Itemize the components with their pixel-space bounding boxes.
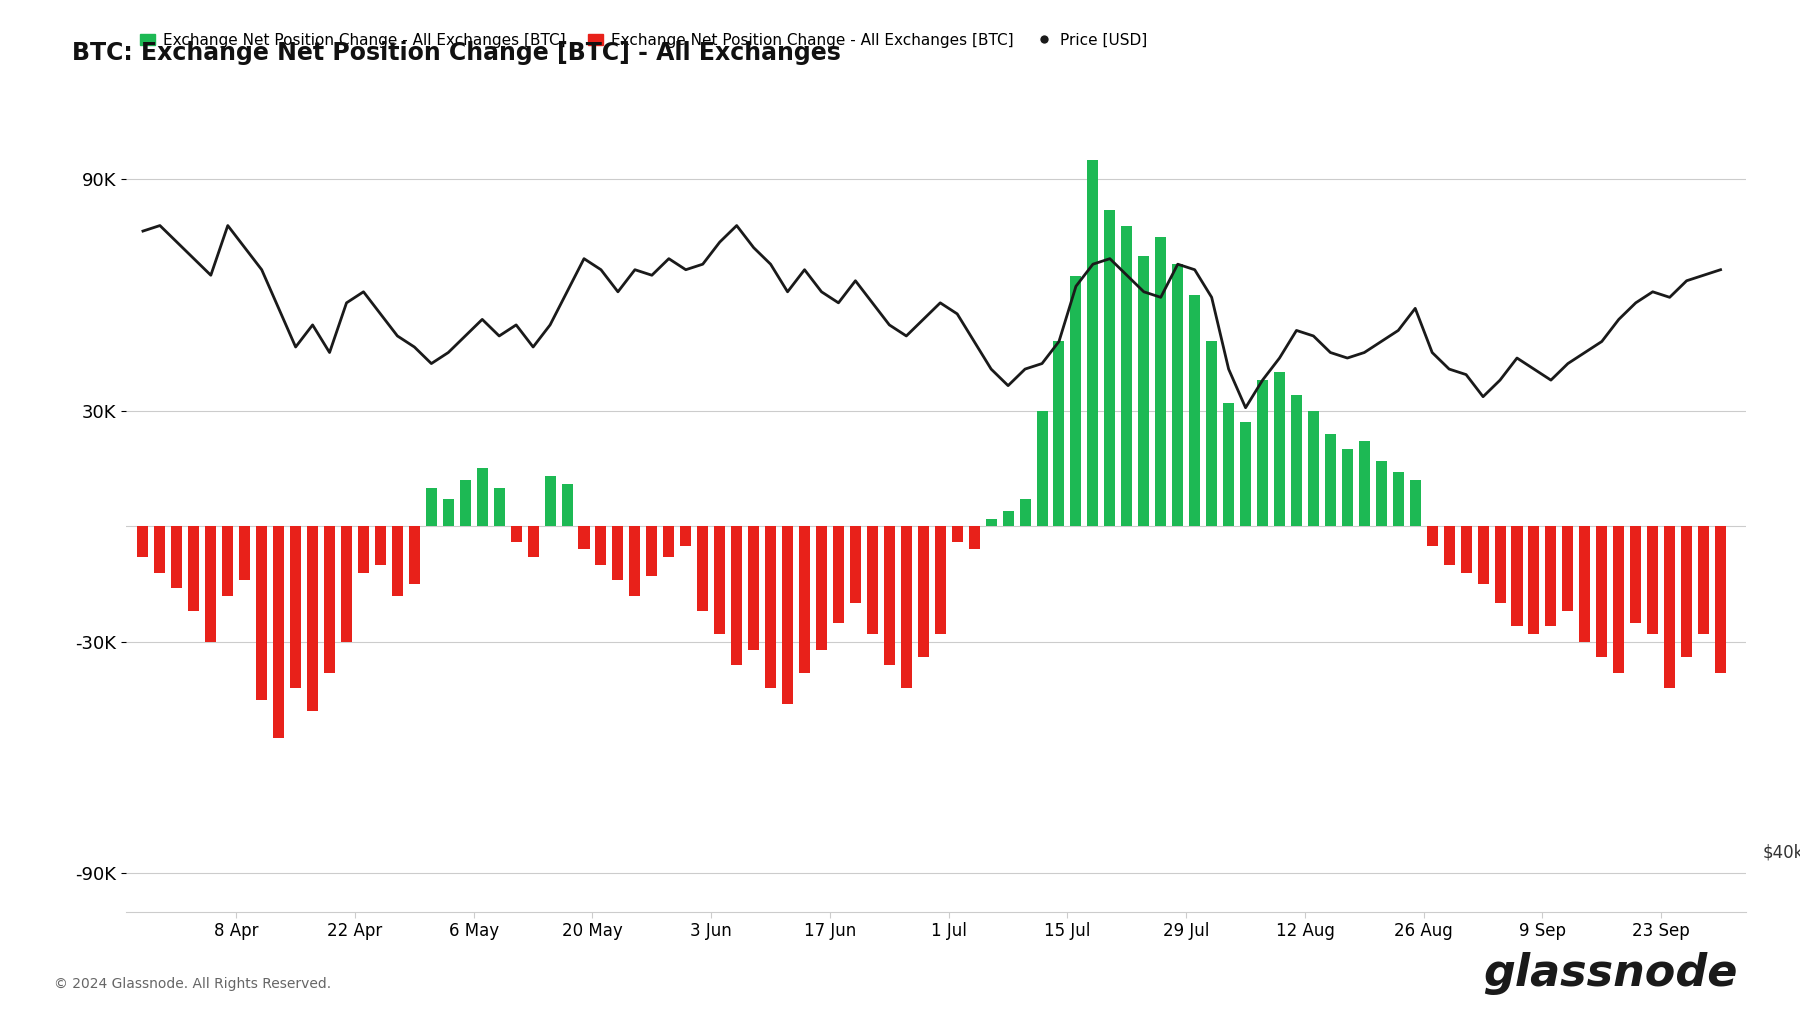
Bar [1256, 380, 1267, 527]
Bar [731, 527, 742, 665]
Bar [1375, 461, 1386, 527]
Bar [1579, 527, 1591, 642]
Bar [1087, 160, 1098, 527]
Bar [1393, 472, 1404, 527]
Bar [1309, 410, 1319, 527]
Bar [1224, 403, 1235, 527]
Bar [308, 527, 319, 711]
Bar [274, 527, 284, 738]
Bar [612, 527, 623, 580]
Bar [1071, 276, 1082, 527]
Bar [765, 527, 776, 688]
Bar [680, 527, 691, 546]
Bar [1156, 237, 1166, 527]
Bar [427, 487, 437, 527]
Bar [697, 527, 707, 611]
Bar [1697, 527, 1710, 634]
Text: $40k: $40k [1762, 844, 1800, 861]
Bar [493, 487, 504, 527]
Bar [459, 480, 472, 527]
Bar [1172, 264, 1183, 527]
Bar [596, 527, 607, 565]
Text: BTC: Exchange Net Position Change [BTC] - All Exchanges: BTC: Exchange Net Position Change [BTC] … [72, 41, 841, 65]
Bar [477, 468, 488, 527]
Bar [1409, 480, 1420, 527]
Bar [1240, 422, 1251, 527]
Bar [545, 476, 556, 527]
Bar [1427, 527, 1438, 546]
Bar [1121, 226, 1132, 527]
Bar [918, 527, 929, 657]
Bar [833, 527, 844, 623]
Bar [1597, 527, 1607, 657]
Bar [137, 527, 148, 557]
Bar [443, 499, 454, 527]
Bar [527, 527, 538, 557]
Text: glassnode: glassnode [1483, 952, 1737, 995]
Bar [1206, 341, 1217, 527]
Bar [1478, 527, 1489, 585]
Bar [952, 527, 963, 542]
Bar [1003, 511, 1013, 527]
Bar [799, 527, 810, 673]
Bar [290, 527, 301, 688]
Bar [221, 527, 234, 596]
Bar [715, 527, 725, 634]
Bar [392, 527, 403, 596]
Bar [374, 527, 385, 565]
Bar [1325, 434, 1336, 527]
Bar [1037, 410, 1048, 527]
Bar [1681, 527, 1692, 657]
Bar [578, 527, 590, 549]
Bar [1613, 527, 1624, 673]
Bar [1444, 527, 1454, 565]
Bar [1715, 527, 1726, 673]
Bar [1019, 499, 1031, 527]
Bar [1562, 527, 1573, 611]
Bar [1460, 527, 1472, 572]
Bar [664, 527, 675, 557]
Bar [934, 527, 945, 634]
Bar [968, 527, 979, 549]
Bar [358, 527, 369, 572]
Bar [340, 527, 353, 642]
Bar [189, 527, 200, 611]
Bar [1647, 527, 1658, 634]
Bar [562, 484, 572, 527]
Bar [324, 527, 335, 673]
Bar [1291, 395, 1301, 527]
Bar [1138, 256, 1150, 527]
Bar [900, 527, 913, 688]
Bar [781, 527, 794, 704]
Bar [1359, 442, 1370, 527]
Bar [850, 527, 860, 604]
Bar [1053, 341, 1064, 527]
Bar [171, 527, 182, 588]
Bar [815, 527, 826, 649]
Bar [1341, 449, 1354, 527]
Bar [155, 527, 166, 572]
Bar [205, 527, 216, 642]
Bar [409, 527, 419, 585]
Bar [239, 527, 250, 580]
Bar [1546, 527, 1557, 626]
Bar [256, 527, 266, 700]
Text: © 2024 Glassnode. All Rights Reserved.: © 2024 Glassnode. All Rights Reserved. [54, 977, 331, 991]
Bar [1512, 527, 1523, 626]
Bar [1528, 527, 1539, 634]
Bar [1190, 295, 1201, 527]
Bar [1494, 527, 1505, 604]
Bar [1274, 372, 1285, 527]
Bar [986, 519, 997, 527]
Bar [1665, 527, 1676, 688]
Bar [646, 527, 657, 576]
Bar [884, 527, 895, 665]
Bar [1105, 211, 1116, 527]
Bar [630, 527, 641, 596]
Bar [868, 527, 878, 634]
Bar [749, 527, 760, 649]
Bar [1631, 527, 1642, 623]
Legend: Exchange Net Position Change - All Exchanges [BTC], Exchange Net Position Change: Exchange Net Position Change - All Excha… [133, 26, 1154, 54]
Bar [511, 527, 522, 542]
